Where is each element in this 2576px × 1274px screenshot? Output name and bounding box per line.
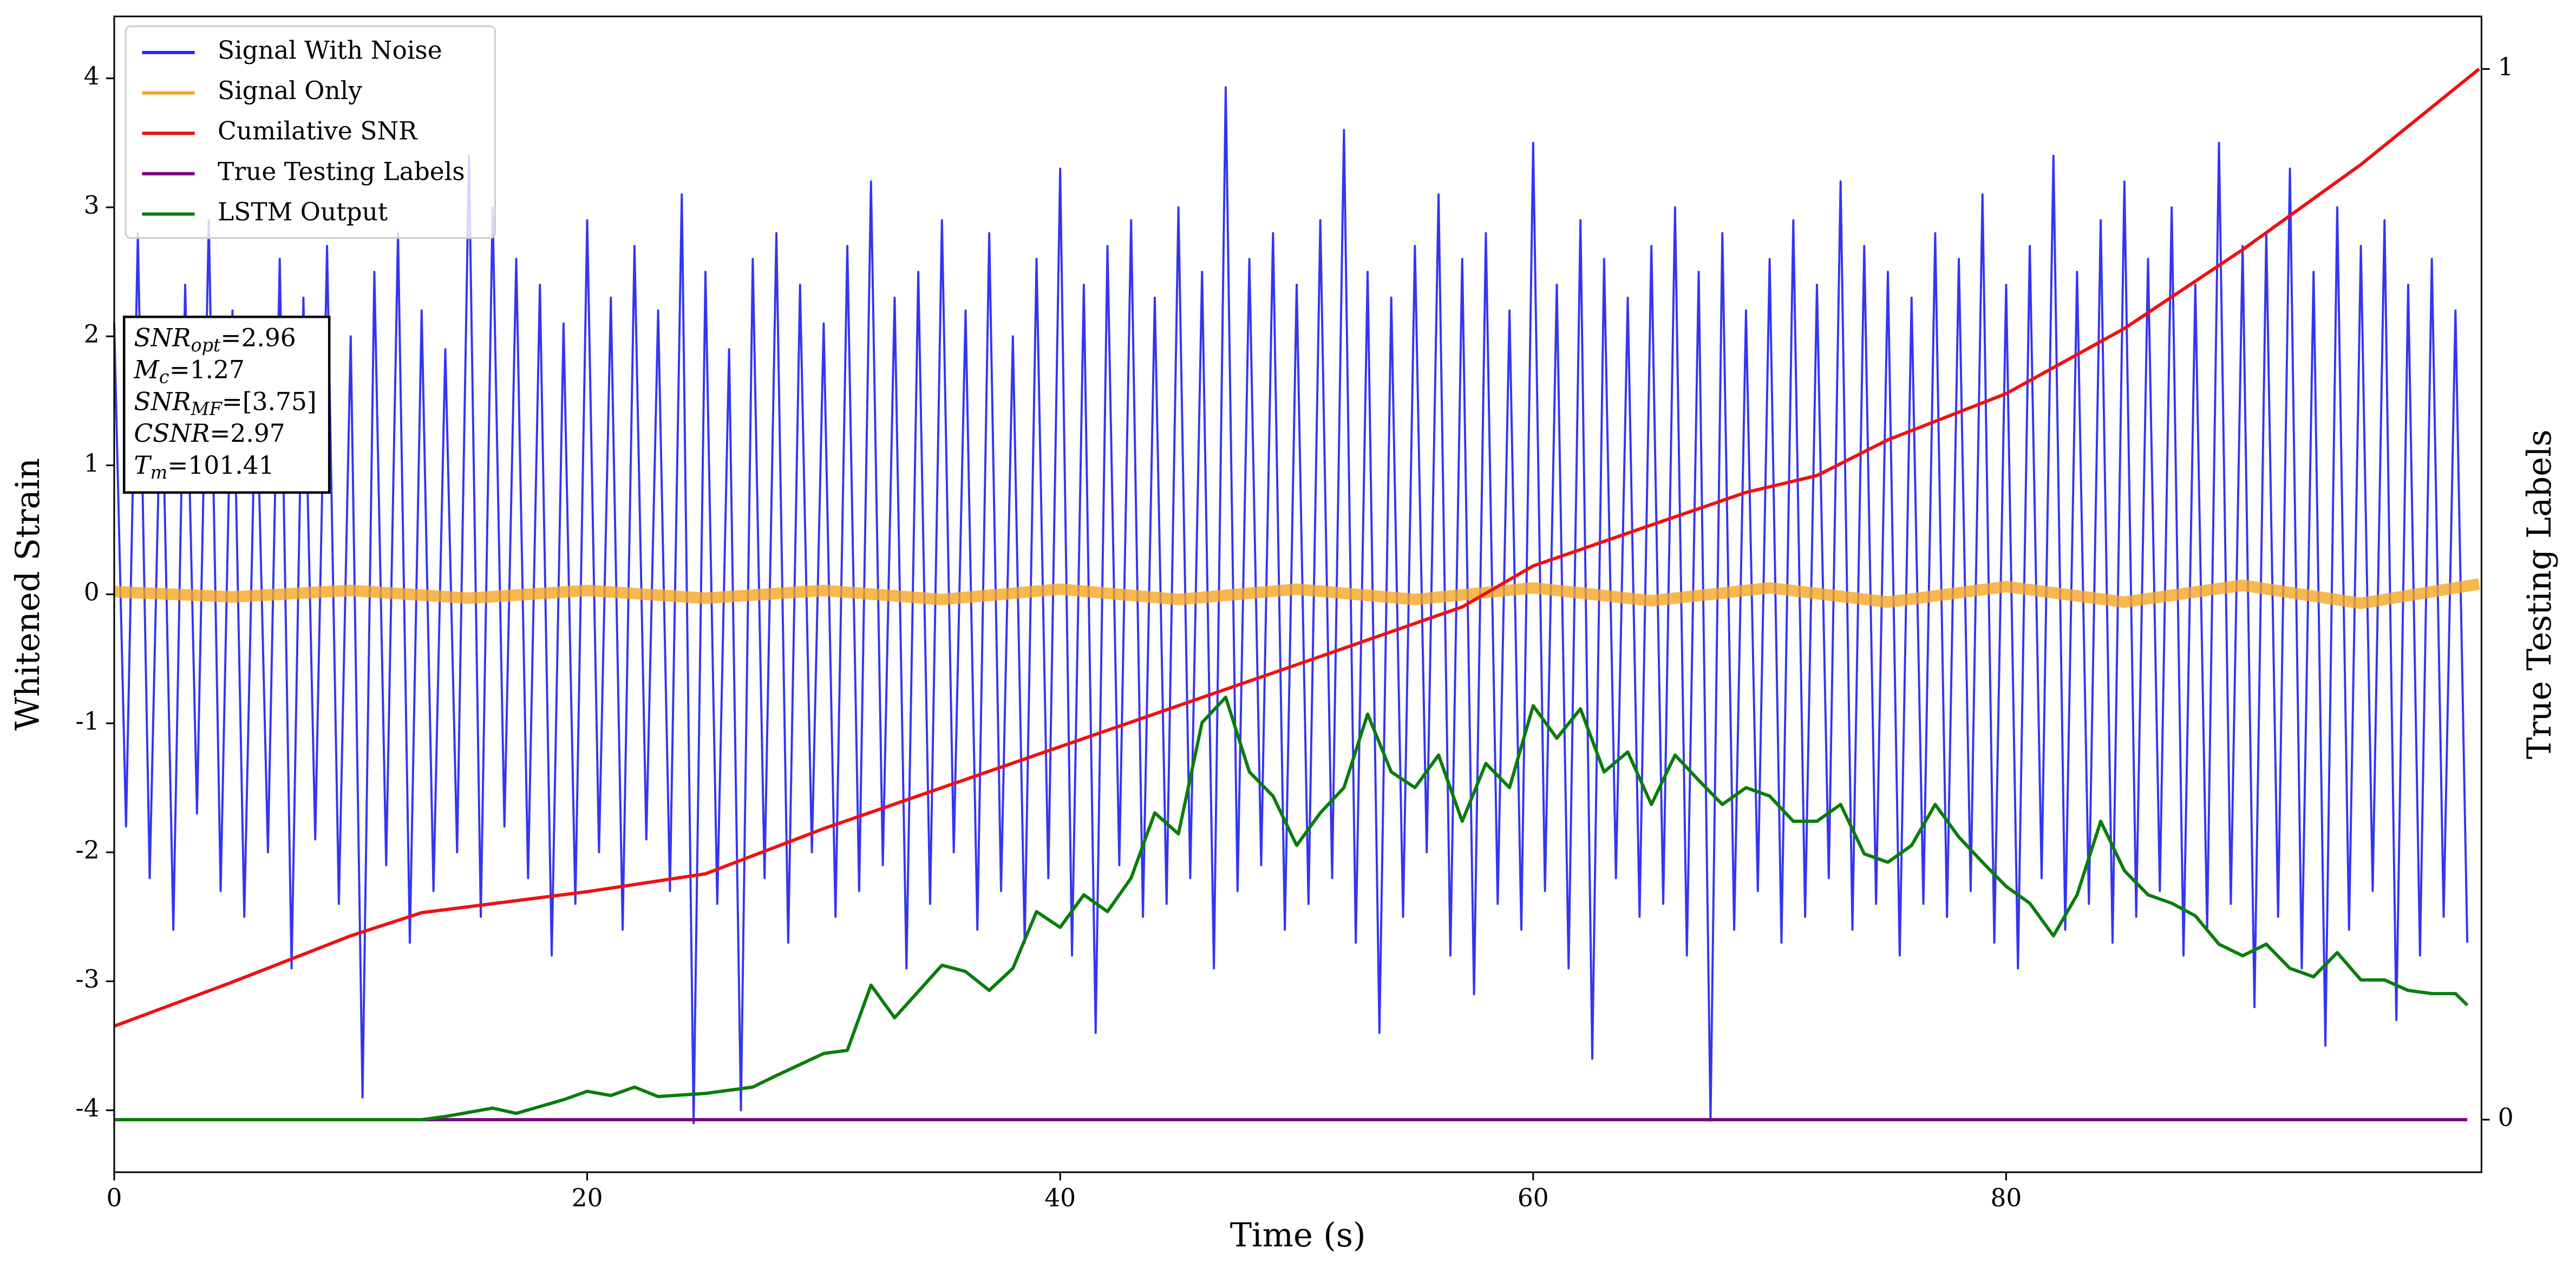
annotation-sub: MF [191, 398, 223, 419]
annotation-base: SNR [134, 323, 191, 352]
annotation-sub: opt [191, 335, 221, 356]
y2-tick-label: 0 [2498, 1103, 2514, 1132]
x-tick-label: 80 [1991, 1184, 2022, 1212]
annotation-text: CSNR=2.97 [134, 419, 285, 448]
annotation-sub: c [159, 367, 169, 388]
annotation-base: CSNR [134, 419, 210, 448]
annotation-text: SNRopt=2.96 [134, 323, 296, 356]
series-line [113, 67, 2480, 1028]
annotation-text: SNRMF=[3.75] [134, 387, 316, 420]
x-tick-label: 40 [1044, 1184, 1076, 1212]
y2-axis-label: True Testing Labels [2521, 429, 2559, 759]
y2-tick-label: 1 [2498, 53, 2514, 81]
y-tick-label: 0 [84, 578, 100, 606]
annotation: SNRopt=2.96Mc=1.27SNRMF=[3.75]CSNR=2.97T… [122, 315, 331, 494]
annotation-base: SNR [134, 387, 191, 416]
legend-box [125, 25, 496, 239]
plot-area [113, 67, 2480, 1125]
x-tick-label: 20 [572, 1184, 603, 1212]
y-tick-label: 1 [84, 449, 100, 478]
legend-label: Signal With Noise [218, 36, 442, 65]
annotation-rest: =1.27 [169, 355, 245, 384]
annotation-rest: =[3.75] [222, 387, 317, 416]
annotation-base: T [134, 450, 152, 479]
y-tick-label: 3 [84, 191, 100, 219]
y-axis-label: Whitened Strain [9, 458, 47, 730]
annotation-rest: =2.96 [220, 323, 296, 352]
series-line [114, 578, 2480, 609]
annotation-sub: m [151, 462, 168, 483]
y-tick-label: -1 [75, 707, 99, 735]
legend: Signal With Noise Signal Only Cumilative S… [125, 25, 496, 239]
annotation-text: Mc=1.27 [133, 355, 245, 388]
y-tick-label: -2 [75, 836, 99, 865]
y-tick-label: -3 [75, 965, 99, 994]
legend-label: LSTM Output [218, 198, 388, 226]
x-tick-label: 60 [1518, 1184, 1549, 1212]
y-tick-label: 2 [84, 320, 100, 349]
annotation-base: M [133, 355, 160, 384]
y-tick-label: -4 [75, 1094, 99, 1122]
legend-label: True Testing Labels [218, 157, 465, 186]
x-tick-label: 0 [106, 1184, 122, 1212]
legend-label: Signal Only [218, 76, 362, 105]
annotation-rest: =2.97 [210, 419, 285, 448]
legend-label: Cumilative SNR [218, 117, 418, 146]
y-tick-label: 4 [84, 62, 100, 90]
series-line [113, 86, 2469, 1125]
series-line [114, 695, 2469, 1122]
annotation-text: Tm=101.41 [134, 450, 274, 483]
annotation-rest: =101.41 [167, 450, 274, 479]
annotation-box [122, 315, 331, 494]
x-axis-label: Time (s) [1230, 1217, 1366, 1255]
